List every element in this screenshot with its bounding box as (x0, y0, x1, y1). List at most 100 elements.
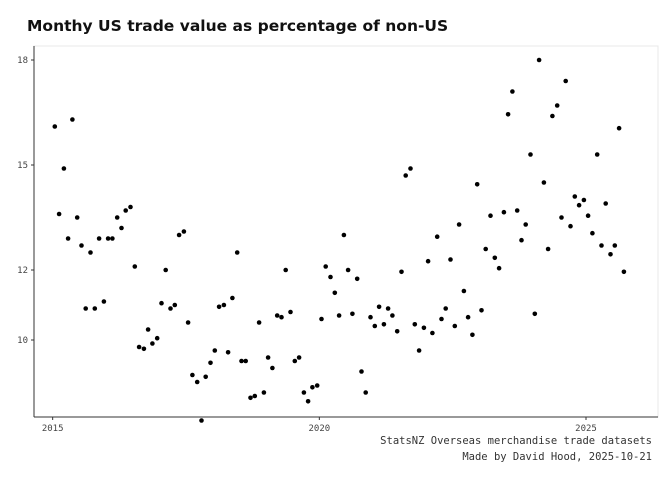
data-point (234, 250, 240, 255)
data-point (212, 348, 218, 353)
data-point (541, 180, 547, 185)
data-point (341, 232, 347, 238)
data-point (443, 306, 449, 311)
data-point (479, 308, 484, 313)
data-point (465, 314, 471, 320)
data-point (292, 358, 298, 364)
data-point (168, 306, 173, 311)
data-point (83, 306, 88, 311)
y-ticks-layer: 10 12 15 18 (17, 56, 34, 346)
data-point (176, 232, 182, 238)
source-caption: StatsNZ Overseas merchandise trade datas… (380, 435, 652, 447)
data-point (474, 182, 480, 187)
data-point (399, 269, 404, 275)
data-point (172, 302, 178, 308)
data-point (132, 264, 138, 269)
data-point (599, 243, 604, 248)
data-point (310, 385, 315, 390)
data-point (70, 117, 75, 122)
data-point (412, 322, 418, 327)
data-point (470, 332, 475, 338)
points-layer (52, 57, 627, 423)
data-point (514, 208, 520, 213)
data-point (354, 276, 360, 282)
data-point (136, 344, 142, 350)
data-point (336, 313, 342, 318)
data-point (296, 355, 302, 360)
data-point (528, 152, 533, 157)
panel-border (33, 45, 659, 418)
chart-title: Monthy US trade value as percentage of n… (27, 17, 449, 35)
data-point (430, 330, 435, 336)
data-point (74, 215, 80, 220)
data-point (452, 323, 458, 329)
data-point (381, 322, 387, 327)
y-tick-label: 15 (17, 161, 28, 171)
data-point (385, 306, 391, 311)
data-point (550, 113, 555, 119)
credit-caption: Made by David Hood, 2025-10-21 (462, 451, 652, 463)
data-point (594, 152, 600, 157)
data-point (154, 335, 160, 341)
data-point (270, 365, 275, 371)
data-point (230, 295, 235, 301)
data-point (332, 290, 338, 296)
data-point (283, 267, 289, 273)
data-point (128, 204, 133, 210)
data-point (554, 103, 560, 108)
data-point (456, 222, 462, 227)
data-point (328, 274, 333, 280)
data-point (190, 372, 195, 378)
data-point (65, 236, 71, 241)
data-point (483, 246, 489, 252)
data-point (532, 311, 538, 317)
data-point (88, 250, 93, 255)
data-point (274, 313, 280, 318)
data-point (585, 213, 591, 218)
data-point (359, 369, 364, 374)
data-point (523, 222, 528, 227)
data-point (372, 323, 378, 329)
data-point (536, 57, 542, 63)
data-point (519, 237, 524, 243)
data-point (123, 208, 128, 213)
data-point (216, 304, 222, 310)
data-point (163, 267, 168, 273)
data-point (199, 418, 204, 423)
data-point (261, 390, 267, 395)
data-point (496, 265, 502, 271)
data-point (256, 320, 262, 325)
data-point (461, 288, 467, 294)
data-point (96, 236, 102, 241)
data-point (185, 320, 191, 325)
data-point (448, 257, 453, 262)
data-point (114, 215, 120, 220)
x-tick-label: 2015 (42, 424, 64, 434)
data-point (572, 194, 578, 199)
data-point (52, 124, 58, 129)
data-point (301, 390, 307, 395)
data-point (608, 252, 613, 257)
data-point (56, 211, 62, 217)
data-point (105, 236, 111, 241)
data-point (101, 299, 107, 304)
data-point (92, 306, 98, 311)
data-point (145, 327, 151, 332)
data-point (559, 215, 564, 220)
data-point (363, 390, 369, 395)
data-point (590, 230, 595, 236)
data-point (181, 229, 187, 234)
data-point (265, 355, 271, 360)
data-point (545, 246, 551, 252)
y-tick-label: 12 (17, 266, 28, 276)
data-point (119, 225, 124, 231)
data-point (439, 316, 444, 322)
data-point (416, 348, 422, 353)
data-point (616, 125, 622, 131)
data-point (368, 314, 373, 320)
data-point (510, 89, 515, 94)
data-point (421, 325, 427, 331)
data-point (576, 202, 582, 208)
data-point (394, 329, 400, 334)
data-point (225, 350, 231, 355)
